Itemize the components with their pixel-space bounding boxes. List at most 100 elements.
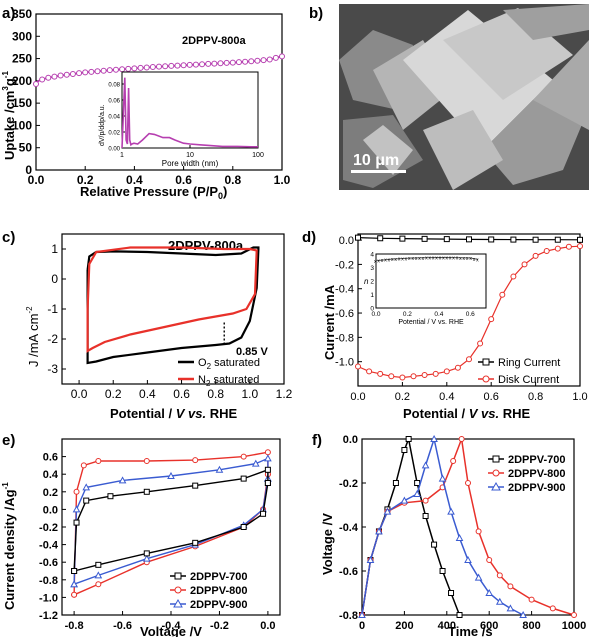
f-series-0-point	[431, 541, 438, 548]
e-ytick-label: -0.2	[39, 522, 58, 534]
d-ring-point	[510, 236, 517, 243]
a-isotherm-point	[192, 61, 199, 68]
chart-e-xlabel: Voltage /V	[140, 624, 202, 637]
a-xtick-label: 0.4	[126, 173, 143, 187]
chart-f-legend: 2DPPV-700 2DPPV-800 2DPPV-900	[488, 454, 565, 494]
a-ytick-label: 150	[12, 96, 32, 110]
e-700-loop	[73, 468, 269, 572]
e-700-point	[71, 568, 78, 574]
d-disk-point	[443, 368, 450, 375]
e-900-point	[94, 571, 103, 579]
f-series-0-point	[422, 513, 429, 519]
e-800-point	[264, 449, 271, 456]
d-inset-frame	[375, 253, 487, 309]
e-900-point	[82, 483, 91, 491]
a-isotherm-point	[45, 74, 52, 81]
d-inset-xtick-label: 0.4	[434, 311, 443, 318]
f-xtick-label: 200	[395, 620, 413, 632]
e-800-point	[71, 591, 78, 598]
chart-f-gcd: f) Voltage /V Time /s 2DPPV-700 2DPPV-80…	[312, 432, 586, 637]
e-xtick-label: -0.6	[113, 620, 132, 632]
d-inset-xtick-label: 0.0	[371, 311, 380, 318]
a-isotherm-point	[149, 64, 156, 71]
d-disk-point	[521, 261, 528, 268]
c-ytick-label: -3	[47, 362, 58, 376]
f-series-1-point	[458, 436, 465, 442]
chart-f-ylabel: Voltage /V	[320, 513, 335, 575]
c-ytick-label: -2	[47, 332, 58, 346]
d-inset-n-point: x	[449, 256, 452, 262]
e-900-point	[70, 580, 78, 588]
c-n2-loop	[86, 246, 258, 353]
panel-label-b: b)	[309, 5, 323, 22]
d-ring-point	[421, 235, 428, 242]
a-isotherm-point	[205, 60, 212, 67]
sem-flakes	[339, 4, 589, 190]
d-inset-n-point: x	[405, 256, 408, 262]
d-ring-point	[443, 236, 450, 243]
a-isotherm-point	[39, 76, 46, 83]
d-inset-n-point: x	[425, 256, 428, 262]
d-ytick-label: -0.6	[335, 308, 354, 320]
f-series-2-point	[506, 604, 515, 612]
a-inset-psd-line	[121, 77, 258, 149]
f-series-2-point	[366, 555, 375, 563]
e-700-point	[73, 519, 80, 526]
f-series-2-point	[375, 527, 383, 535]
d-ring-point	[577, 236, 583, 243]
f-series-1-point	[422, 497, 429, 504]
panel-label-e: e)	[2, 432, 15, 449]
d-disk-point	[532, 252, 539, 259]
legend-f-700: 2DPPV-700	[508, 454, 565, 466]
a-xtick-label: 0.8	[224, 173, 241, 187]
a-isotherm-point	[174, 62, 181, 69]
a-isotherm-point	[180, 62, 187, 69]
d-xtick-label: 0.2	[395, 391, 410, 403]
chart-d-xlabel: Potential / V vs. RHE	[403, 406, 530, 421]
e-800-point	[95, 458, 102, 464]
d-ring-point	[377, 235, 384, 242]
a-inset-xtick-label: 10	[186, 152, 194, 159]
f-series-2-point	[485, 588, 494, 596]
e-700-point	[95, 561, 102, 568]
d-inset-n-line	[375, 256, 479, 262]
chart-a-isotherm: a) 2DPPV-800a Uptake /cm3g-1 Relative Pr…	[1, 5, 291, 200]
f-ytick-label: 0.0	[343, 434, 358, 446]
e-700-point	[260, 510, 267, 517]
a-inset-frame	[121, 71, 259, 149]
a-ytick-label: 250	[12, 52, 32, 66]
c-ytick-label: -1	[47, 302, 58, 316]
a-isotherm-point	[112, 66, 119, 73]
d-inset-n-point: x	[401, 257, 404, 263]
c-xtick-label: 1.2	[276, 387, 293, 401]
f-series-1-point	[465, 480, 471, 486]
e-900-point	[142, 554, 151, 562]
e-ytick-label: 0.6	[43, 452, 58, 464]
chart-d-ylabel: Current /mA	[322, 284, 337, 360]
d-disk-point	[355, 363, 361, 370]
f-series-1-point	[450, 458, 457, 464]
e-800-point	[73, 488, 80, 495]
d-inset-n-point: x	[408, 256, 411, 262]
d-inset-n-point: x	[463, 256, 466, 262]
c-xtick-label: 1.0	[242, 387, 259, 401]
f-ytick-label: -0.6	[339, 566, 358, 578]
d-disk-point	[554, 245, 561, 252]
f-series-1-point	[571, 612, 577, 618]
f-xtick-label: 400	[438, 620, 456, 632]
f-series-2-point	[413, 489, 421, 497]
chart-e-legend: 2DPPV-700 2DPPV-800 2DPPV-900	[170, 571, 247, 611]
c-xtick-label: 0.2	[105, 387, 122, 401]
d-inset-n-point: x	[442, 256, 445, 262]
a-isotherm-point	[131, 65, 138, 72]
f-series-0-point	[414, 480, 421, 486]
a-isotherm-point	[254, 57, 261, 64]
d-ring-point	[466, 236, 472, 243]
c-o2-loop	[86, 246, 260, 365]
d-disk-point	[499, 291, 506, 298]
d-ytick-label: -0.8	[335, 332, 354, 344]
legend-disk: Disk Current	[498, 374, 559, 386]
a-xtick-label: 1.0	[274, 173, 291, 187]
e-900-point	[215, 465, 224, 473]
d-disk-point	[410, 373, 417, 380]
